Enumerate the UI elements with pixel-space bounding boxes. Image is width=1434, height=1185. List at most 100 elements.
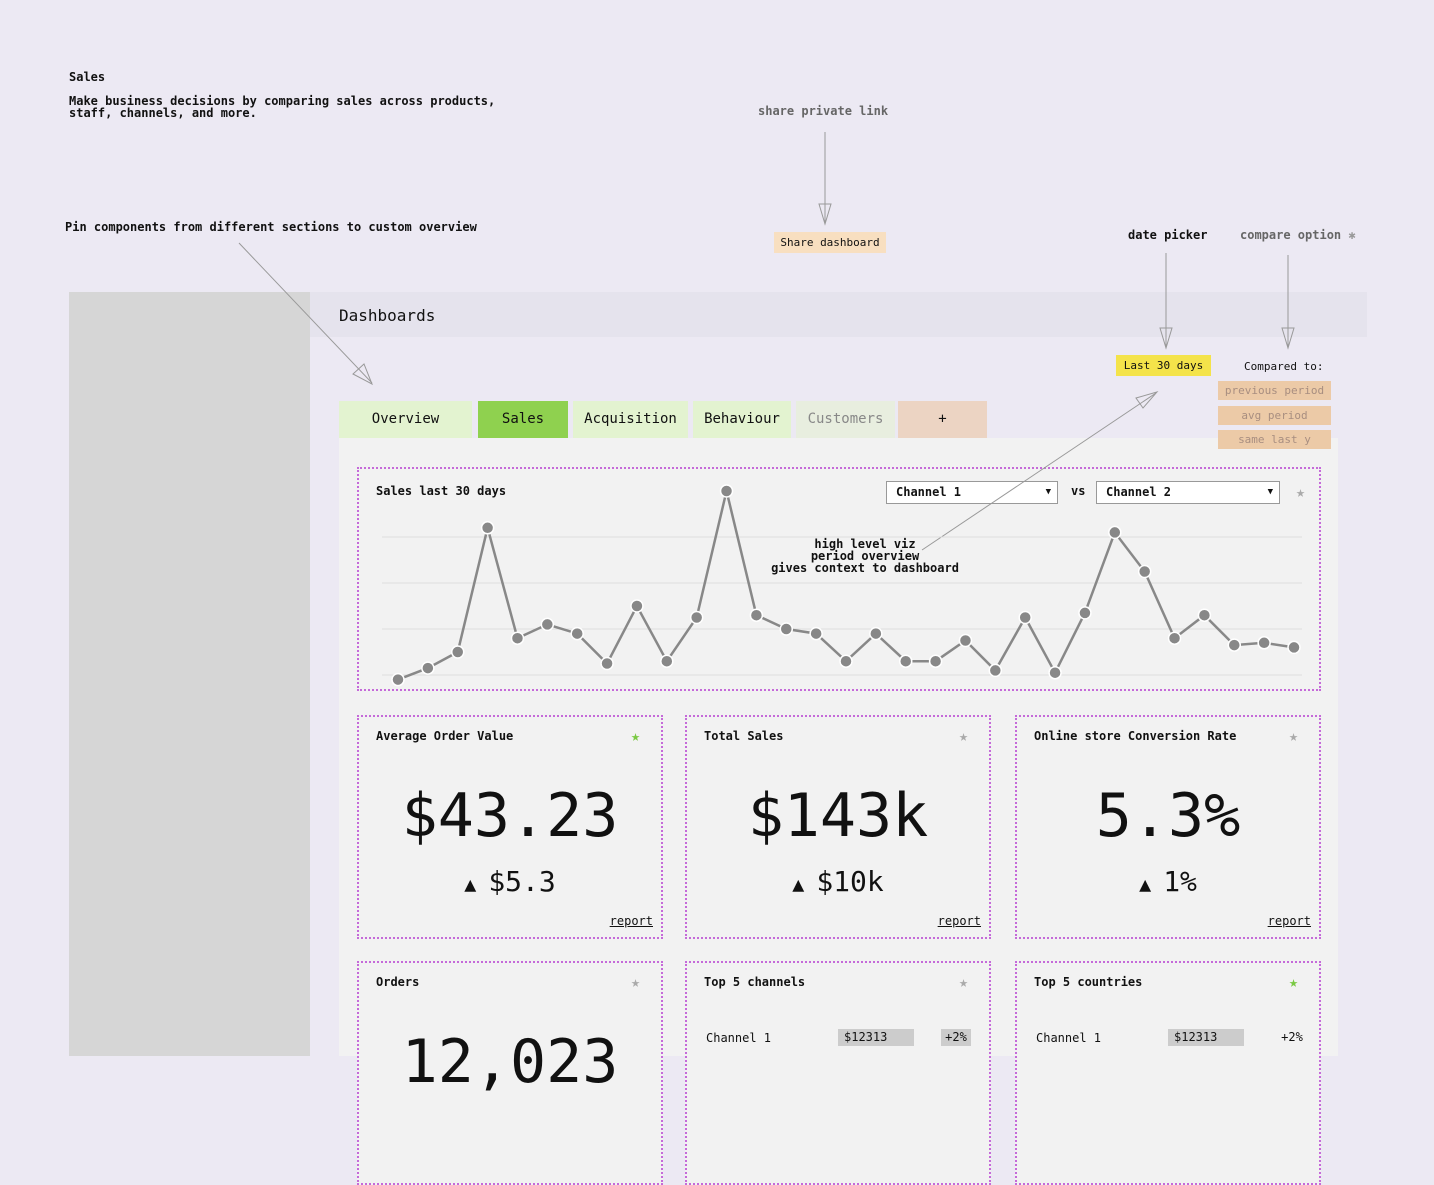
annotation-line: period overview bbox=[810, 549, 920, 563]
connector: vs bbox=[1071, 484, 1086, 498]
point bbox=[600, 656, 614, 671]
point bbox=[869, 626, 883, 641]
dropdown[interactable]: Channel 1 ▼ bbox=[886, 481, 1058, 504]
card bbox=[1015, 715, 1321, 939]
dropdown-value: Channel 2 bbox=[1106, 485, 1172, 499]
pin-star[interactable]: ★ bbox=[1289, 973, 1299, 991]
tab[interactable]: Sales bbox=[478, 401, 568, 438]
annotation: Pin components from different sections t… bbox=[65, 220, 477, 234]
caret: ▼ bbox=[1267, 487, 1273, 497]
point bbox=[689, 610, 704, 625]
card-title: Average Order Value bbox=[376, 729, 514, 743]
annotation: compare option ✱ bbox=[1240, 228, 1356, 242]
pin-star[interactable]: ★ bbox=[959, 973, 969, 991]
point bbox=[1108, 525, 1122, 540]
delta-value: $5.3 bbox=[488, 865, 556, 898]
share-button[interactable]: Share dashboard bbox=[774, 232, 886, 253]
point bbox=[1197, 608, 1212, 622]
card-title: Orders bbox=[376, 975, 420, 989]
delta: ▲ $10k bbox=[685, 865, 991, 898]
pin-star[interactable]: ★ bbox=[1289, 727, 1299, 745]
point bbox=[1048, 665, 1062, 680]
point bbox=[839, 654, 853, 668]
point bbox=[958, 633, 973, 648]
delta-value: 1% bbox=[1163, 865, 1197, 898]
point bbox=[749, 608, 764, 622]
card-title: Top 5 countries bbox=[1034, 975, 1143, 989]
dropdown[interactable]: Channel 2 ▼ bbox=[1096, 481, 1280, 504]
icon: ✱ bbox=[1348, 228, 1356, 242]
point bbox=[510, 631, 525, 645]
big-value: 5.3% bbox=[1095, 781, 1241, 851]
card bbox=[685, 961, 991, 1185]
card bbox=[357, 715, 663, 939]
point bbox=[719, 484, 734, 498]
card bbox=[685, 715, 991, 939]
delta: ▲ 1% bbox=[1015, 865, 1321, 898]
tab[interactable]: + bbox=[898, 401, 987, 438]
point bbox=[660, 654, 674, 668]
point bbox=[570, 626, 584, 641]
annotation-line: gives context to dashboard bbox=[771, 561, 959, 575]
card-title: Top 5 channels bbox=[704, 975, 806, 989]
row-change: +2% bbox=[941, 1029, 971, 1046]
tab[interactable]: Overview bbox=[339, 401, 472, 438]
caret: ▼ bbox=[1045, 487, 1051, 497]
big-value: 12,023 bbox=[401, 1027, 619, 1097]
sidebar bbox=[69, 292, 310, 1056]
date-picker[interactable]: Last 30 days bbox=[1116, 355, 1211, 376]
point bbox=[391, 672, 405, 687]
report-link[interactable]: report bbox=[609, 914, 653, 928]
compare-option-button[interactable]: avg period bbox=[1218, 405, 1331, 425]
chart-title: Sales last 30 days bbox=[376, 484, 507, 498]
section-title: Sales bbox=[69, 70, 106, 84]
point bbox=[1167, 631, 1182, 645]
compare-option-button[interactable]: previous period bbox=[1218, 381, 1331, 400]
tab[interactable]: Customers bbox=[796, 401, 895, 438]
annotation-text: compare option bbox=[1240, 228, 1342, 242]
point bbox=[450, 645, 465, 659]
point bbox=[928, 654, 943, 668]
point bbox=[630, 599, 644, 613]
row-value: $12313 bbox=[1168, 1029, 1244, 1046]
up-icon: ▲ bbox=[792, 872, 817, 896]
description-line: Make business decisions by comparing sal… bbox=[69, 94, 496, 108]
point bbox=[1227, 638, 1242, 652]
point bbox=[1018, 610, 1032, 625]
card bbox=[1015, 961, 1321, 1185]
delta: ▲ $5.3 bbox=[357, 865, 663, 898]
pin-star[interactable]: ★ bbox=[959, 727, 969, 745]
point bbox=[540, 617, 555, 632]
pin-star[interactable]: ★ bbox=[1296, 483, 1306, 501]
point bbox=[1287, 640, 1301, 655]
row-change: +2% bbox=[1281, 1030, 1303, 1044]
annotation: high level viz period overview gives con… bbox=[770, 538, 960, 574]
point bbox=[779, 622, 794, 636]
page: Sales Make business decisions by compari… bbox=[65, 70, 1367, 1185]
dropdown-value: Channel 1 bbox=[896, 485, 962, 499]
row-value: $12313 bbox=[838, 1029, 914, 1046]
tab[interactable]: Behaviour bbox=[693, 401, 791, 438]
row-label: Channel 1 bbox=[1036, 1031, 1102, 1045]
point bbox=[1137, 564, 1152, 579]
big-value: $143k bbox=[747, 781, 929, 851]
report-link[interactable]: report bbox=[937, 914, 981, 928]
report-link[interactable]: report bbox=[1267, 914, 1311, 928]
annotation: share private link bbox=[758, 104, 889, 118]
section-description: Make business decisions by comparing sal… bbox=[69, 95, 495, 119]
delta-value: $10k bbox=[816, 865, 884, 898]
pin-star[interactable]: ★ bbox=[631, 973, 641, 991]
arrows bbox=[238, 132, 1295, 551]
card-title: Online store Conversion Rate bbox=[1034, 729, 1237, 743]
page-title: Dashboards bbox=[339, 306, 436, 325]
compare-option-button[interactable]: same last y bbox=[1218, 430, 1331, 449]
point bbox=[898, 654, 913, 668]
annotation-line: high level viz bbox=[814, 537, 916, 551]
header-bar bbox=[310, 292, 1367, 337]
point bbox=[1257, 636, 1271, 650]
point bbox=[421, 661, 435, 675]
point bbox=[988, 663, 1003, 678]
tab[interactable]: Acquisition bbox=[573, 401, 688, 438]
point bbox=[809, 626, 823, 641]
pin-star[interactable]: ★ bbox=[631, 727, 641, 745]
